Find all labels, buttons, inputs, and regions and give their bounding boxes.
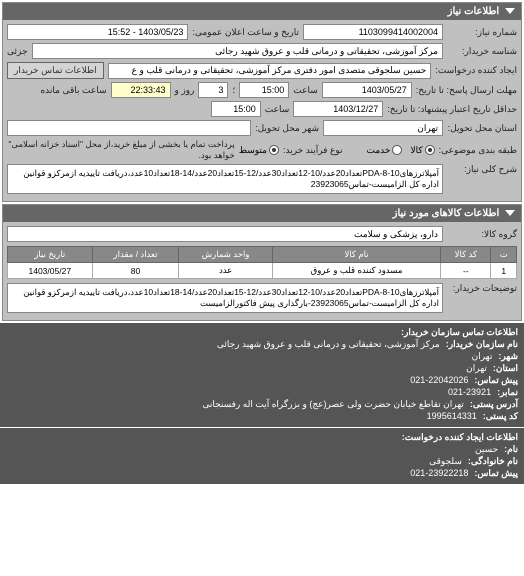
radio-service[interactable]: خدمت xyxy=(366,145,402,156)
delivery-address-value xyxy=(7,120,251,136)
th-unit: واحد شمارش xyxy=(179,247,272,263)
td-code: -- xyxy=(441,263,491,279)
remaining-suffix: ساعت باقی مانده xyxy=(40,85,106,96)
announce-date-label: تاریخ و ساعت اعلان عمومی: xyxy=(192,27,299,38)
remaining-label: روز و xyxy=(175,85,195,96)
validity-time-label: ساعت xyxy=(265,104,290,115)
city-value: تهران xyxy=(472,351,493,362)
radio-medium-circle xyxy=(269,145,279,155)
delivery-address-label: شهر محل تحویل: xyxy=(255,123,319,134)
buyer-notes-label: توضیحات خریدار: xyxy=(447,283,517,294)
request-number-value: 1103099414002004 xyxy=(303,24,443,40)
desc-text: آمپلاترزهایPDA-8-10تعداد20عدد/10-12تعداد… xyxy=(7,164,443,194)
response-time-value: 15:00 xyxy=(239,82,289,98)
triangle-icon-2 xyxy=(505,210,515,216)
payment-note: پرداخت تمام یا بخشی از مبلغ خرید،از محل … xyxy=(7,139,235,161)
city-label: شهر: xyxy=(498,351,518,362)
goods-info-header: اطلاعات کالاهای مورد نیاز xyxy=(3,205,521,222)
address-value: تهران تقاطع خیابان حضرت ولی عصر(عج) و بز… xyxy=(202,399,464,410)
radio-medium[interactable]: متوسط xyxy=(239,145,279,156)
radio-goods-circle xyxy=(425,145,435,155)
goods-group-value: دارو، پزشکی و سلامت xyxy=(7,226,443,242)
announce-date-value: 1403/05/23 - 15:52 xyxy=(7,24,188,40)
goods-table: ت کد کالا نام کالا واحد شمارش تعداد / مق… xyxy=(7,246,517,279)
req-family-value: سلجوقی xyxy=(429,456,462,467)
req-phone-value: 021-23922218 xyxy=(410,468,468,479)
td-qty: 80 xyxy=(92,263,179,279)
req-name-label: نام: xyxy=(504,444,518,455)
remaining-time-value: 22:33:43 xyxy=(111,82,171,98)
radio-service-label: خدمت xyxy=(366,145,390,156)
response-deadline-label: مهلت ارسال پاسخ: تا تاریخ: xyxy=(416,85,517,96)
th-name: نام کالا xyxy=(272,247,441,263)
request-number-label: شماره نیاز: xyxy=(447,27,517,38)
req-family-label: نام خانوادگی: xyxy=(468,456,518,467)
response-time-label: ساعت xyxy=(293,85,318,96)
address-label: آدرس پستی: xyxy=(470,399,518,410)
th-index: ت xyxy=(491,247,517,263)
th-qty: تعداد / مقدار xyxy=(92,247,179,263)
th-date: تاریخ نیاز xyxy=(8,247,93,263)
table-header-row: ت کد کالا نام کالا واحد شمارش تعداد / مق… xyxy=(8,247,517,263)
desc-label: شرح کلی نیاز: xyxy=(447,164,517,175)
buyer-value: مرکز آموزشی، تحقیقاتی و درمانی قلب و عرو… xyxy=(32,43,443,59)
req-phone-label: پیش تماس: xyxy=(474,468,518,479)
validity-date-value: 1403/12/27 xyxy=(293,101,383,117)
buyer-contact-title: اطلاعات تماس سازمان خریدار: xyxy=(401,327,518,338)
postal-label: کد پستی: xyxy=(483,411,518,422)
requester-contact-section: اطلاعات ایجاد کننده درخواست: نام: حسین ن… xyxy=(0,428,524,484)
province-label: استان: xyxy=(493,363,518,374)
requester-label: ایجاد کننده درخواست: xyxy=(435,65,517,76)
days-sep: ؛ xyxy=(232,85,235,96)
goods-service-radio-group: کالا خدمت xyxy=(366,145,434,156)
table-row: 1 -- مسدود کننده قلب و عروق عدد 80 1403/… xyxy=(8,263,517,279)
buyer-notes-text: آمپلاترزهایPDA-8-10تعداد20عدد/10-12تعداد… xyxy=(7,283,443,313)
need-info-header: اطلاعات نیاز xyxy=(3,3,521,20)
validity-time-value: 15:00 xyxy=(211,101,261,117)
radio-service-circle xyxy=(392,145,402,155)
buyer-contact-section: اطلاعات تماس سازمان خریدار: نام سازمان خ… xyxy=(0,323,524,427)
req-name-value: حسین xyxy=(475,444,498,455)
need-info-panel: اطلاعات نیاز شماره نیاز: 110309941400200… xyxy=(2,2,522,202)
payment-label: نوع فرآیند خرید: xyxy=(283,145,343,156)
td-unit: عدد xyxy=(179,263,272,279)
buyer-contact-button[interactable]: اطلاعات تماس خریدار xyxy=(7,62,104,79)
postal-value: 1995614331 xyxy=(427,411,477,422)
org-label: نام سازمان خریدار: xyxy=(446,339,518,350)
radio-goods-label: کالا xyxy=(410,145,422,156)
goods-info-title: اطلاعات کالاهای مورد نیاز xyxy=(393,208,500,219)
partial-label: جزئی xyxy=(7,46,28,57)
requester-value: حسین سلجوقی متصدی امور دفتری مرکز آموزشی… xyxy=(108,63,432,79)
response-date-value: 1403/05/27 xyxy=(322,82,412,98)
radio-goods[interactable]: کالا xyxy=(410,145,434,156)
delivery-place-value: تهران xyxy=(323,120,443,136)
budget-type-label: طبقه بندی موضوعی: xyxy=(439,145,517,156)
buyer-label: شناسه خریدار: xyxy=(447,46,517,57)
province-value: تهران xyxy=(466,363,487,374)
fax-label: نمابر: xyxy=(497,387,518,398)
goods-group-label: گروه کالا: xyxy=(447,229,517,240)
days-value: 3 xyxy=(198,82,228,98)
triangle-icon xyxy=(505,8,515,14)
td-index: 1 xyxy=(491,263,517,279)
th-code: کد کالا xyxy=(441,247,491,263)
validity-label: حداقل تاریخ اعتبار پیشنهاد: تا تاریخ: xyxy=(387,104,517,115)
radio-medium-label: متوسط xyxy=(239,145,267,156)
td-name: مسدود کننده قلب و عروق xyxy=(272,263,441,279)
fax-value: 021-23921 xyxy=(448,387,491,398)
goods-info-panel: اطلاعات کالاهای مورد نیاز گروه کالا: دار… xyxy=(2,204,522,321)
requester-contact-title: اطلاعات ایجاد کننده درخواست: xyxy=(402,432,518,443)
payment-radio-group: متوسط xyxy=(239,145,279,156)
phone-value: 021-22042026 xyxy=(410,375,468,386)
delivery-place-label: استان محل تحویل: xyxy=(447,123,517,134)
org-value: مرکز آموزشی، تحقیقاتی و درمانی قلب و عرو… xyxy=(217,339,440,350)
td-date: 1403/05/27 xyxy=(8,263,93,279)
need-info-title: اطلاعات نیاز xyxy=(448,6,500,17)
phone-label: پیش تماس: xyxy=(474,375,518,386)
